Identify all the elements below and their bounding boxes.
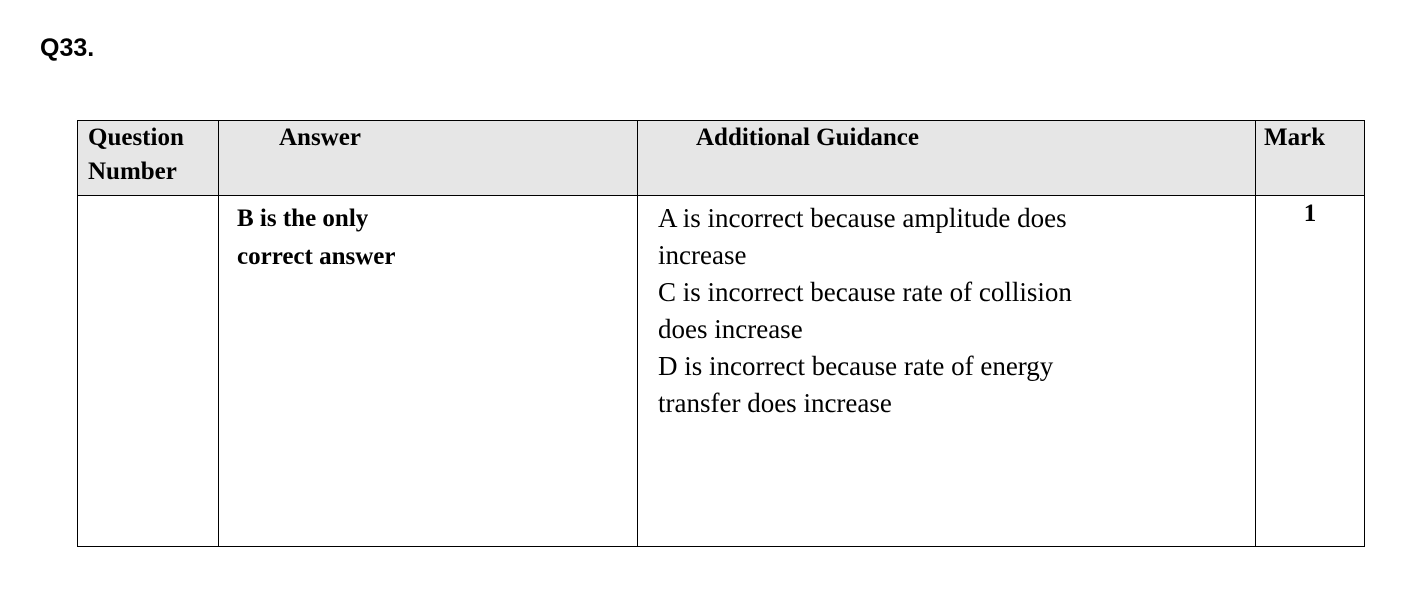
header-question-number: Question Number: [77, 120, 219, 196]
header-additional-guidance: Additional Guidance: [637, 120, 1256, 196]
header-line: Number: [88, 158, 177, 185]
header-mark: Mark: [1255, 120, 1365, 196]
cell-mark: 1: [1255, 195, 1365, 547]
cell-question-number: [77, 195, 219, 547]
cell-answer: B is the only correct answer: [218, 195, 638, 547]
guidance-line: transfer does increase: [658, 388, 892, 418]
guidance-line: increase: [658, 240, 747, 270]
guidance-line: does increase: [658, 314, 803, 344]
answer-line: correct answer: [237, 243, 396, 270]
guidance-line: D is incorrect because rate of energy: [658, 351, 1054, 381]
guidance-line: A is incorrect because amplitude does: [658, 203, 1067, 233]
answer-line: B is the only: [237, 205, 369, 232]
question-label: Q33.: [40, 34, 95, 62]
table-header-row: Question Number Answer Additional Guidan…: [77, 120, 1365, 196]
header-line: Question: [88, 124, 184, 151]
table-row: B is the only correct answer A is incorr…: [77, 195, 1365, 547]
mark-scheme-table: Question Number Answer Additional Guidan…: [77, 120, 1365, 547]
header-answer: Answer: [218, 120, 638, 196]
guidance-line: C is incorrect because rate of collision: [658, 277, 1072, 307]
cell-guidance: A is incorrect because amplitude does in…: [637, 195, 1256, 547]
